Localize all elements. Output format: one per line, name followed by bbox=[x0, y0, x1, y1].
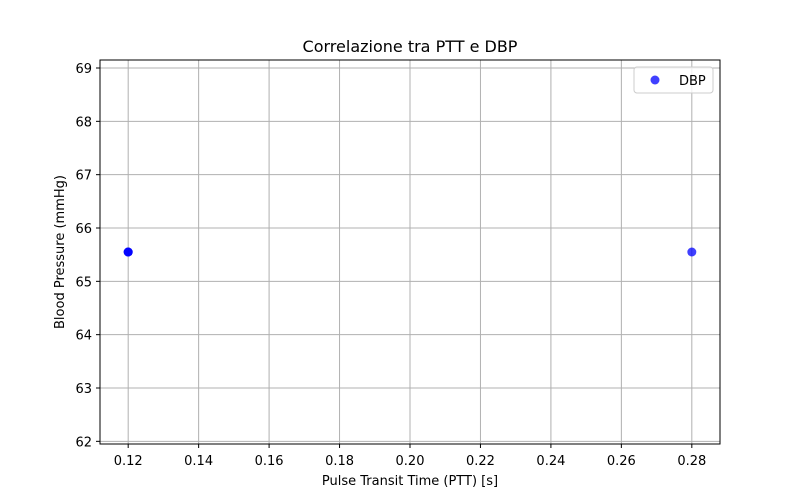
x-tick-label: 0.20 bbox=[396, 454, 425, 469]
data-point-dbp bbox=[123, 247, 133, 257]
x-tick-label: 0.16 bbox=[255, 454, 284, 469]
x-tick-label: 0.18 bbox=[325, 454, 354, 469]
legend-label-dbp: DBP bbox=[679, 74, 706, 89]
y-axis-label: Blood Pressure (mmHg) bbox=[53, 175, 68, 329]
y-tick-label: 66 bbox=[75, 222, 92, 237]
x-tick-label: 0.24 bbox=[536, 454, 565, 469]
y-tick-label: 69 bbox=[75, 62, 92, 77]
data-point-dbp bbox=[687, 247, 697, 257]
x-tick-label: 0.22 bbox=[466, 454, 495, 469]
y-tick-label: 65 bbox=[75, 275, 92, 290]
data-points bbox=[123, 247, 697, 257]
x-tick-label: 0.26 bbox=[607, 454, 636, 469]
chart-title: Correlazione tra PTT e DBP bbox=[303, 37, 518, 56]
y-axis-ticks: 62 63 64 65 66 67 68 69 bbox=[75, 62, 100, 450]
y-tick-label: 62 bbox=[75, 435, 92, 450]
y-tick-label: 68 bbox=[75, 115, 92, 130]
x-tick-label: 0.28 bbox=[677, 454, 706, 469]
y-tick-label: 64 bbox=[75, 329, 92, 344]
grid bbox=[100, 60, 720, 444]
x-axis-ticks: 0.12 0.14 0.16 0.18 0.20 0.22 0.24 0.26 0.28 bbox=[114, 444, 706, 469]
x-tick-label: 0.14 bbox=[184, 454, 213, 469]
legend-marker-dbp bbox=[650, 75, 660, 85]
x-tick-label: 0.12 bbox=[114, 454, 143, 469]
y-tick-label: 67 bbox=[75, 169, 92, 184]
y-tick-label: 63 bbox=[75, 382, 92, 397]
legend-box bbox=[633, 66, 714, 94]
x-axis-label: Pulse Transit Time (PTT) [s] bbox=[322, 474, 498, 489]
legend: DBP bbox=[633, 66, 714, 94]
